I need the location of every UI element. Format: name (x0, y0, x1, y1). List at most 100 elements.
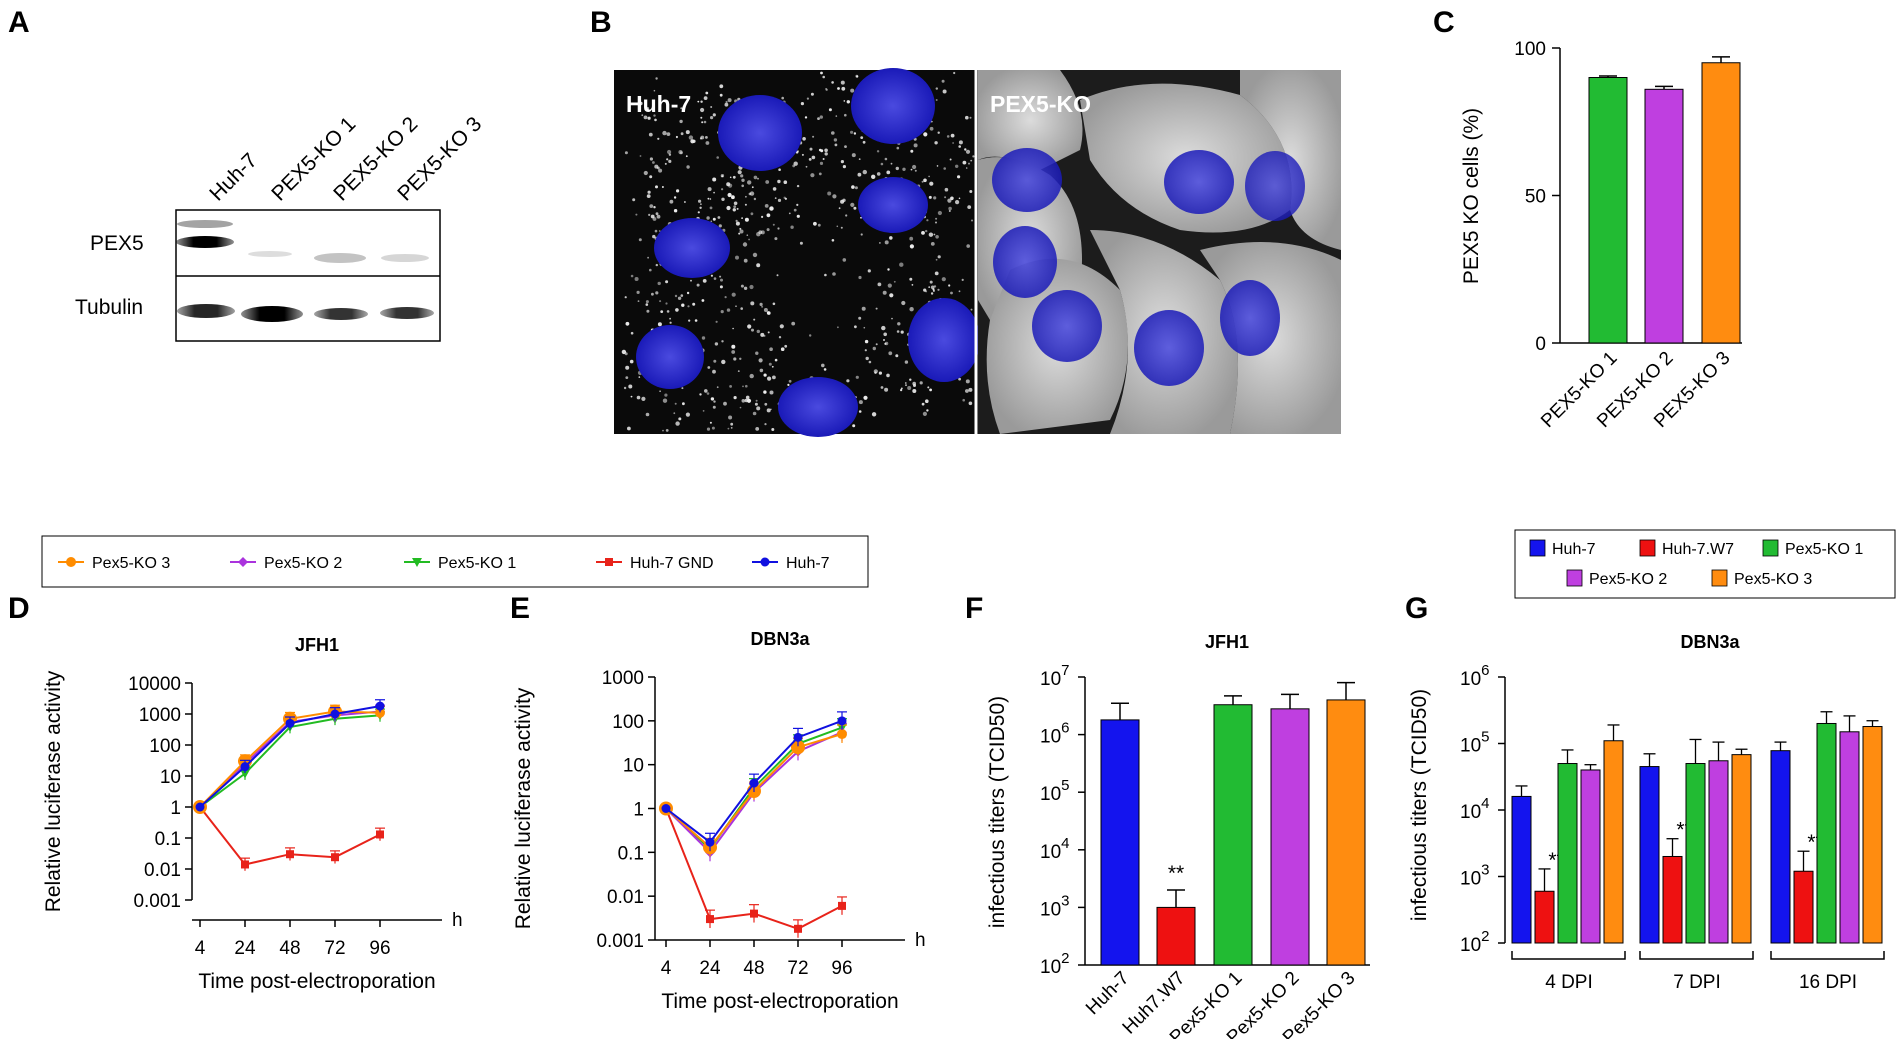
punctum (876, 150, 880, 153)
punctum (934, 141, 938, 145)
x-tick-label: Huh-7 (1082, 968, 1133, 1019)
punctum (933, 233, 936, 236)
punctum (961, 278, 964, 281)
punctum (764, 402, 768, 406)
data-point-marker (241, 860, 249, 869)
punctum (769, 206, 774, 211)
punctum (686, 98, 689, 101)
blot-band (177, 220, 233, 228)
punctum (774, 358, 778, 362)
punctum (710, 106, 713, 108)
punctum (836, 225, 839, 228)
y-axis-label: Relative luciferase activity (512, 687, 535, 929)
punctum (863, 395, 868, 400)
punctum (675, 421, 680, 426)
punctum (750, 212, 754, 216)
punctum (907, 386, 912, 390)
pex5-band (176, 236, 234, 248)
punctum (909, 277, 913, 281)
punctum (701, 121, 704, 124)
punctum (790, 225, 794, 229)
punctum (718, 224, 722, 228)
punctum (666, 310, 670, 313)
punctum (653, 206, 656, 209)
punctum (655, 185, 658, 189)
y-tick-label: 103 (1460, 862, 1489, 890)
y-tick-label: 10000 (128, 674, 181, 695)
punctum (654, 164, 659, 169)
tubulin-band (241, 306, 303, 322)
data-point-marker (240, 769, 250, 779)
punctum (741, 399, 746, 403)
punctum (772, 187, 777, 191)
nucleus (851, 68, 935, 144)
punctum (745, 195, 747, 198)
punctum (929, 126, 934, 131)
punctum (958, 290, 961, 293)
punctum (641, 396, 646, 401)
punctum (720, 310, 724, 314)
punctum (729, 385, 732, 388)
punctum (659, 390, 661, 393)
punctum (930, 285, 935, 290)
punctum (697, 211, 700, 214)
punctum (820, 71, 823, 75)
punctum (645, 303, 649, 306)
punctum (657, 137, 660, 140)
punctum (933, 196, 937, 200)
punctum (958, 377, 961, 381)
nucleus (718, 95, 802, 171)
nucleus (858, 177, 928, 233)
punctum (946, 135, 950, 138)
punctum (751, 328, 754, 332)
punctum (638, 238, 642, 242)
punctum (649, 175, 653, 179)
punctum (732, 208, 736, 212)
punctum (967, 205, 972, 210)
punctum (896, 330, 900, 333)
punctum (925, 290, 928, 293)
punctum (831, 131, 835, 135)
punctum (653, 89, 656, 92)
punctum (912, 389, 917, 393)
punctum (934, 271, 939, 276)
punctum (629, 359, 634, 364)
y-axis-label: infectious titers (TCID50) (986, 696, 1009, 928)
punctum (928, 195, 932, 199)
punctum (755, 399, 758, 402)
chart-e: 0.001 0.01 0.1 1 10 100 1000 4 24 48 72 96 h DBN3a Tim… (512, 629, 926, 1013)
punctum (890, 162, 893, 165)
punctum (772, 302, 776, 306)
panel-label-d: D (8, 592, 30, 625)
significance-marker: ** (1168, 862, 1184, 885)
punctum (923, 178, 927, 183)
legend-label: Pex5-KO 2 (1589, 571, 1667, 588)
punctum (850, 202, 855, 207)
punctum (657, 281, 661, 286)
punctum (962, 398, 965, 402)
x-tick-label: 24 (699, 958, 721, 979)
punctum (630, 395, 633, 398)
punctum (944, 187, 949, 192)
punctum (667, 149, 672, 155)
punctum (655, 212, 659, 216)
data-point-marker (791, 740, 805, 755)
punctum (935, 87, 938, 90)
punctum (926, 409, 929, 412)
legend-swatch (1639, 539, 1656, 557)
punctum (641, 114, 644, 117)
punctum (777, 227, 780, 230)
punctum (875, 343, 878, 346)
bar (1862, 726, 1883, 944)
punctum (740, 284, 744, 288)
punctum (858, 400, 863, 405)
y-tick-label: 10 (623, 756, 644, 777)
data-point-marker (412, 558, 422, 567)
punctum (809, 147, 813, 151)
data-point-marker (605, 558, 613, 566)
data-point-marker (375, 707, 385, 718)
data-point-marker (331, 853, 339, 862)
punctum (837, 87, 840, 90)
punctum (905, 384, 907, 386)
